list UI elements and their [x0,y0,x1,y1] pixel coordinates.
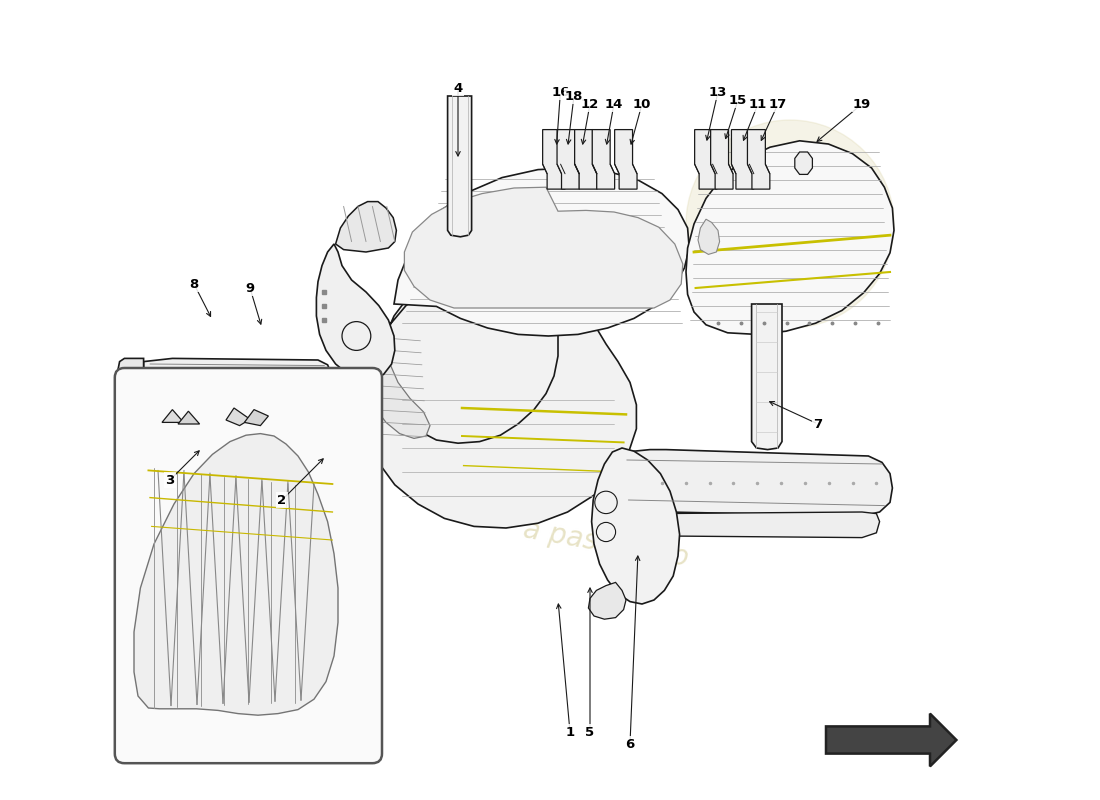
Polygon shape [394,168,690,336]
Polygon shape [542,130,565,189]
Polygon shape [751,304,782,450]
Text: a passion fo: a passion fo [497,450,683,510]
Polygon shape [698,219,719,254]
Text: 13: 13 [708,86,727,98]
Polygon shape [592,448,680,604]
Polygon shape [405,187,683,308]
Text: 9: 9 [245,282,254,294]
Text: 2: 2 [277,494,287,506]
Polygon shape [317,244,395,380]
Polygon shape [134,434,338,715]
Text: 1: 1 [565,726,574,738]
Text: 15: 15 [729,94,747,106]
Polygon shape [592,130,615,189]
Polygon shape [366,333,430,438]
Text: 10: 10 [632,98,651,110]
Polygon shape [178,411,199,424]
Polygon shape [654,512,880,538]
Polygon shape [711,130,733,189]
FancyBboxPatch shape [114,368,382,763]
Polygon shape [162,410,184,422]
Text: 12: 12 [581,98,600,110]
Text: 16: 16 [551,86,570,98]
Polygon shape [826,714,956,766]
Polygon shape [686,141,894,334]
Text: 18: 18 [564,90,583,102]
Polygon shape [118,358,144,402]
Text: 19: 19 [852,98,871,110]
Polygon shape [336,202,396,252]
Text: 4: 4 [453,82,463,94]
Circle shape [686,120,894,328]
Polygon shape [615,130,637,189]
Polygon shape [732,130,754,189]
Text: 7: 7 [813,418,823,430]
Polygon shape [588,582,626,619]
Text: 17: 17 [769,98,788,110]
Text: 5: 5 [585,726,595,738]
Polygon shape [795,152,813,174]
Polygon shape [448,96,472,237]
Text: 14: 14 [605,98,624,110]
Polygon shape [144,358,332,402]
Text: 6: 6 [626,738,635,750]
Polygon shape [574,130,597,189]
Polygon shape [244,410,268,426]
Polygon shape [310,400,367,453]
Polygon shape [300,368,332,405]
Polygon shape [747,130,770,189]
Text: 11: 11 [749,98,767,110]
Polygon shape [226,408,250,426]
Text: a passion fo: a passion fo [521,516,691,572]
Polygon shape [557,130,580,189]
Polygon shape [362,260,637,528]
Text: 3: 3 [165,474,175,486]
Polygon shape [620,450,892,516]
Text: 8: 8 [189,278,199,290]
Polygon shape [694,130,717,189]
